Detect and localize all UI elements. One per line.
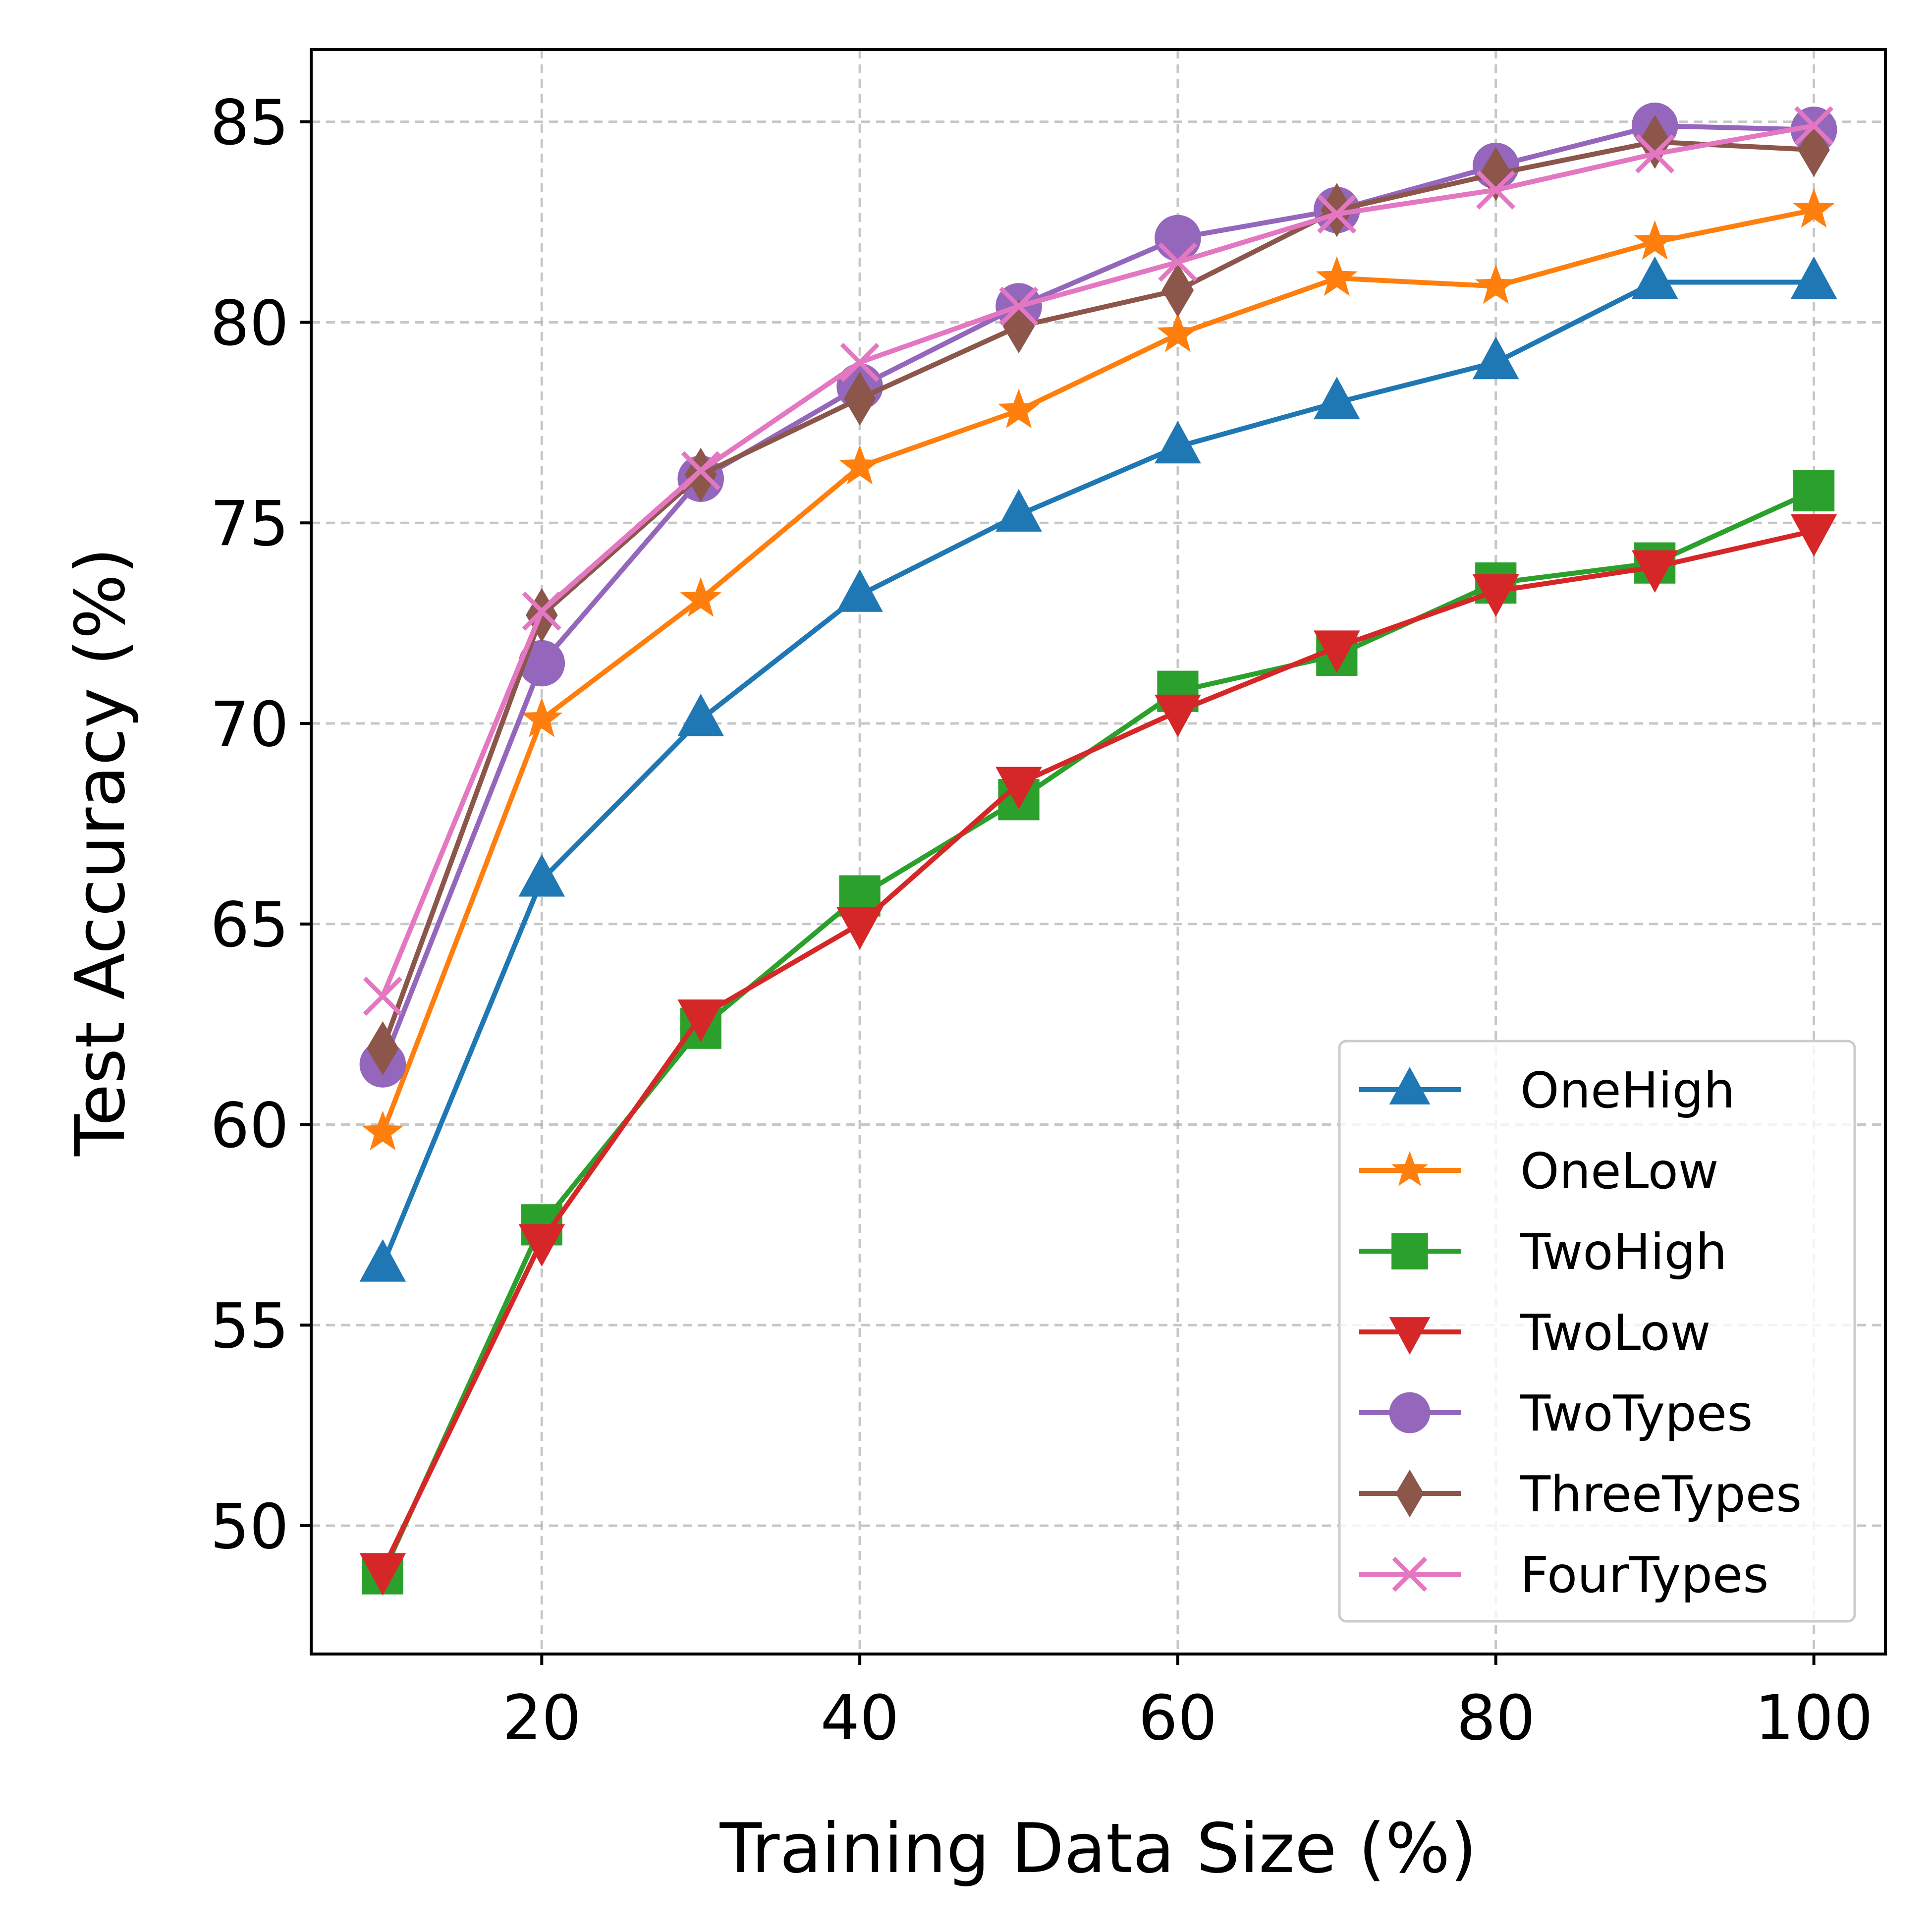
x-tick-label: 40 [821,1682,899,1754]
y-tick-label: 75 [210,488,289,560]
y-tick-label: 85 [210,87,289,159]
data-point-onehigh [1314,377,1360,420]
legend-marker-twolow [1389,1317,1431,1355]
x-axis-title: Training Data Size (%) [719,1809,1477,1888]
series-layer [359,103,1837,1596]
data-point-fourtypes [522,591,561,631]
x-tick-label: 60 [1138,1682,1217,1754]
data-point-onehigh [995,489,1042,532]
data-point-onelow [680,577,722,617]
axis-ticks: 20 40 60 80 100 50 55 60 65 70 75 80 85 [210,87,1873,1754]
x-tick-label: 20 [502,1682,581,1754]
data-point-fourtypes [1635,134,1675,174]
legend-label-twohigh: TwoHigh [1520,1223,1727,1281]
y-tick-label: 65 [210,889,289,961]
series-line-twotypes [379,123,1817,1068]
legend-item-fourtypes: FourTypes [1359,1546,1768,1604]
x-tick-label: 80 [1456,1682,1535,1754]
data-point-twolow [677,999,724,1042]
series-line-fourtypes [379,123,1817,999]
legend-item-twohigh: TwoHigh [1359,1223,1727,1281]
data-point-onelow [839,444,881,485]
data-point-threetypes [1798,122,1830,177]
legend-item-threetypes: ThreeTypes [1359,1465,1802,1523]
data-point-twolow [359,1553,406,1596]
data-point-onehigh [677,693,724,736]
data-point-onelow [521,697,563,737]
data-point-onehigh [1631,256,1678,299]
legend: OneHigh OneLow TwoHigh TwoLow TwoTypes ThreeT… [1338,1040,1856,1623]
data-point-threetypes [1161,263,1194,318]
y-axis-title: Test Accuracy (%) [60,548,140,1157]
data-point-twohigh [1793,470,1835,512]
data-point-threetypes [684,447,717,502]
data-point-twolow [1472,574,1519,617]
data-point-fourtypes [999,286,1039,326]
x-tick-label: 100 [1755,1682,1873,1754]
data-point-onehigh [1472,336,1519,380]
data-point-twolow [1314,630,1360,673]
data-point-onelow [362,1110,404,1151]
data-point-onelow [1157,312,1199,352]
data-point-twolow [1155,694,1201,737]
legend-marker-fourtypes [1392,1556,1428,1592]
legend-marker-twohigh [1391,1233,1428,1270]
data-point-twolow [995,767,1042,810]
y-tick-label: 60 [210,1090,289,1161]
data-point-onelow [998,388,1040,429]
legend-item-twotypes: TwoTypes [1359,1384,1753,1442]
data-point-fourtypes [840,342,880,382]
y-tick-label: 70 [210,689,289,761]
series-onehigh [359,256,1837,1282]
legend-marker-twotypes [1389,1392,1431,1434]
legend-label-fourtypes: FourTypes [1520,1546,1768,1604]
legend-label-twolow: TwoLow [1520,1304,1710,1362]
y-tick-label: 80 [210,287,289,359]
series-fourtypes [363,106,1834,1016]
data-point-fourtypes [1317,194,1357,234]
data-point-twolow [518,1224,565,1267]
series-line-threetypes [379,139,1817,1052]
data-point-onehigh [1155,421,1201,464]
data-point-onehigh [518,854,565,897]
y-tick-label: 55 [210,1290,289,1362]
legend-label-onelow: OneLow [1520,1142,1719,1200]
data-point-fourtypes [681,451,720,491]
legend-marker-threetypes [1395,1469,1424,1518]
legend-marker-onehigh [1389,1067,1431,1104]
legend-item-onehigh: OneHigh [1359,1061,1735,1119]
data-point-onelow [1475,264,1517,304]
legend-label-onehigh: OneHigh [1520,1061,1735,1119]
data-point-twolow [1631,550,1678,593]
data-point-fourtypes [1158,242,1198,282]
data-point-onelow [1793,188,1835,228]
data-point-fourtypes [1794,106,1834,146]
legend-item-onelow: OneLow [1359,1142,1719,1200]
series-onelow [362,188,1835,1151]
data-point-twolow [836,907,883,950]
legend-label-threetypes: ThreeTypes [1520,1465,1802,1523]
data-point-fourtypes [1476,170,1516,210]
series-line-onehigh [379,279,1817,1269]
legend-marker-onelow [1391,1151,1429,1186]
series-line-onelow [379,207,1817,1136]
data-point-onehigh [836,569,883,612]
plot-frame [310,48,1887,1656]
data-point-fourtypes [363,976,402,1016]
data-point-threetypes [367,1021,399,1076]
series-twolow [359,514,1837,1596]
data-point-twotypes [1155,215,1201,262]
legend-label-twotypes: TwoTypes [1520,1384,1753,1442]
legend-item-twolow: TwoLow [1359,1304,1710,1362]
data-point-onehigh [1790,256,1837,299]
data-point-twolow [1790,514,1837,557]
y-tick-label: 50 [210,1491,289,1563]
data-point-onelow [1316,256,1358,296]
legend-box [1338,1040,1856,1623]
data-point-threetypes [843,371,876,426]
series-line-twolow [379,528,1817,1573]
data-point-onelow [1634,220,1676,260]
data-point-onehigh [359,1239,406,1282]
